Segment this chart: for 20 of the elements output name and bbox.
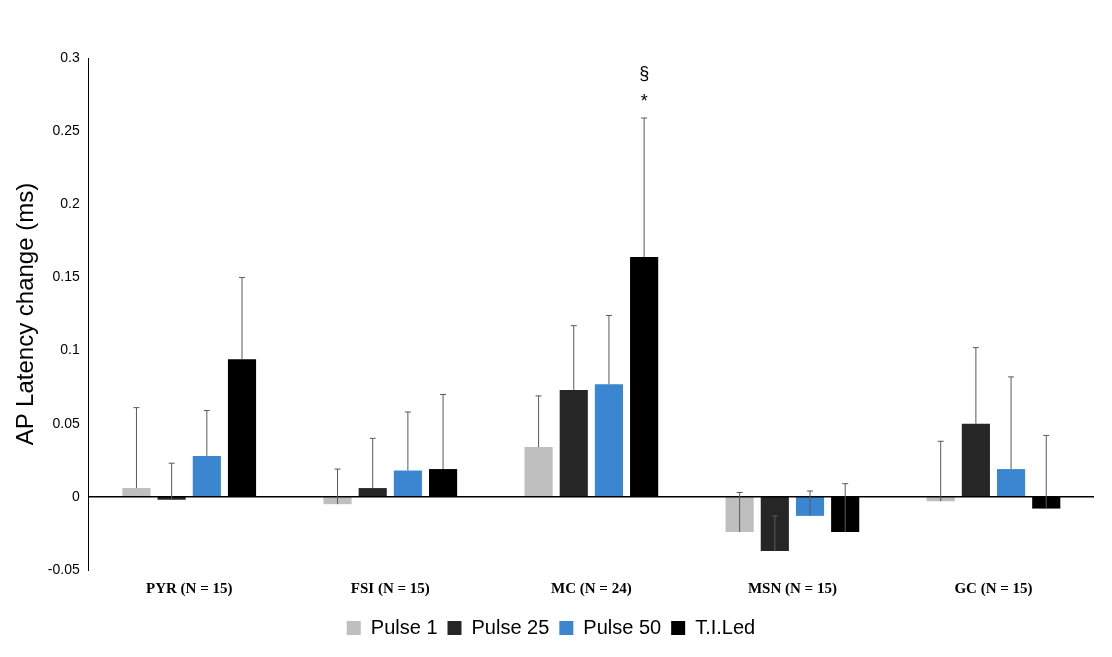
y-tick-label: 0.25 xyxy=(52,122,80,138)
annotation: § xyxy=(639,62,650,83)
y-tick-label: -0.05 xyxy=(47,560,80,577)
y-tick-label: 0.3 xyxy=(60,48,80,65)
x-tick-label: MSN (N = 15) xyxy=(747,579,837,597)
legend-label: Pulse 1 xyxy=(370,615,438,638)
y-tick-label: 0.1 xyxy=(60,341,80,358)
x-tick-label: MC (N = 24) xyxy=(551,579,632,597)
legend-label: Pulse 50 xyxy=(583,615,662,638)
legend-label: T.I.Led xyxy=(695,615,756,638)
y-tick-label: 0.15 xyxy=(52,268,80,285)
legend-label: Pulse 25 xyxy=(471,615,550,638)
y-tick-label: 0.05 xyxy=(52,414,80,431)
annotation: * xyxy=(640,90,648,111)
y-tick-label: 0 xyxy=(71,487,80,504)
y-axis-title: AP Latency change (ms) xyxy=(11,182,39,446)
x-tick-label: PYR (N = 15) xyxy=(146,579,233,597)
x-tick-label: FSI (N = 15) xyxy=(350,579,430,597)
y-tick-label: 0.2 xyxy=(60,195,80,212)
x-tick-label: GC (N = 15) xyxy=(954,579,1033,597)
